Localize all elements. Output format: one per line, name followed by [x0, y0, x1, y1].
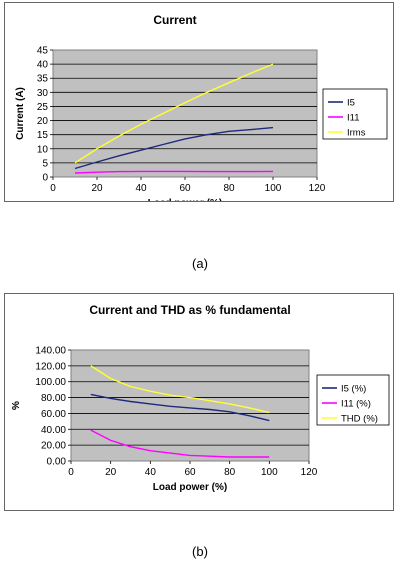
chart1-x-tick-label: 120 [301, 467, 318, 478]
chart1-series-line-0 [90, 393, 270, 422]
chart1-legend: I5 (%) I11 (%) THD (%) [316, 374, 390, 426]
chart0-series-line-0 [74, 126, 274, 170]
current-chart: Current 0 5 10 15 20 25 30 35 40 45 0 20 40 60 80 100 120… [15, 13, 388, 209]
chart0-y-axis-title: Current (A) [15, 87, 26, 140]
chart1-series-line-1 [90, 429, 270, 458]
chart1-y-tick-label: 60.00 [41, 409, 66, 420]
chart-panel-thd: Current and THD as % fundamental 0.00 20.0… [4, 293, 394, 511]
chart0-legend-label-1: I11 [347, 113, 360, 124]
chart0-plot-area [52, 49, 318, 178]
chart-panel-current: Current 0 5 10 15 20 25 30 35 40 45 0 20 40 60 80 100 120… [4, 2, 394, 209]
chart0-x-tick-label: 20 [91, 183, 103, 194]
chart0-y-tick-label: 40 [37, 60, 49, 71]
chart0-y-tick-label: 10 [37, 144, 49, 155]
chart1-x-tick-label: 100 [261, 467, 278, 478]
chart0-x-axis-title: Load power (%) [148, 198, 222, 201]
chart1-y-tick-label: 120.00 [35, 361, 66, 372]
chart0-legend: I5 I11 Irms [322, 88, 388, 140]
chart0-y-tick-label: 20 [37, 116, 49, 127]
chart1-series-line-2 [90, 365, 270, 414]
chart1-x-tick-label: 60 [184, 467, 196, 478]
chart0-x-tick-label: 0 [50, 183, 56, 194]
chart1-title: Current and THD as % fundamental [89, 303, 290, 317]
chart0-y-tick-label: 35 [37, 74, 49, 85]
caption-b: (b) [192, 544, 208, 559]
chart0-y-tick-label: 15 [37, 130, 49, 141]
chart0-y-tick-label: 30 [37, 88, 49, 99]
chart0-legend-box [322, 88, 388, 140]
chart0-series-line-2 [74, 63, 274, 164]
chart1-y-tick-label: 40.00 [41, 425, 66, 436]
chart0-y-tick-label: 45 [37, 46, 49, 57]
caption-a: (a) [192, 256, 208, 271]
chart0-x-tick-label: 40 [135, 183, 147, 194]
chart0-x-tick-label: 80 [223, 183, 235, 194]
chart1-y-tick-label: 20.00 [41, 441, 66, 452]
chart1-x-tick-label: 20 [105, 467, 117, 478]
chart1-legend-box [316, 374, 390, 426]
chart0-y-tick-label: 5 [42, 158, 48, 169]
chart0-series-line-1 [74, 170, 274, 174]
chart0-legend-label-2: Irms [347, 128, 366, 139]
chart1-x-tick-label: 0 [68, 467, 74, 478]
chart0-x-tick-label: 120 [309, 183, 326, 194]
chart0-y-tick-label: 0 [42, 173, 48, 184]
chart1-legend-label-1: I11 (%) [341, 399, 371, 410]
chart0-x-tick-label: 100 [265, 183, 282, 194]
chart0-y-tick-label: 25 [37, 102, 49, 113]
chart1-x-tick-label: 80 [224, 467, 236, 478]
chart0-title: Current [153, 13, 196, 27]
chart1-y-tick-label: 80.00 [41, 393, 66, 404]
chart1-x-axis-title: Load power (%) [153, 482, 227, 493]
chart1-plot-area [70, 349, 310, 462]
chart0-legend-label-0: I5 [347, 98, 355, 109]
chart1-legend-label-0: I5 (%) [341, 384, 366, 395]
chart1-y-tick-label: 140.00 [35, 346, 66, 357]
chart1-y-axis-title: % [11, 401, 22, 410]
thd-chart: Current and THD as % fundamental 0.00 20.0… [11, 303, 390, 493]
chart0-x-tick-label: 60 [179, 183, 191, 194]
chart1-legend-label-2: THD (%) [341, 414, 378, 425]
chart1-y-tick-label: 0.00 [47, 457, 67, 468]
chart1-x-tick-label: 40 [145, 467, 157, 478]
chart1-y-tick-label: 100.00 [35, 377, 66, 388]
